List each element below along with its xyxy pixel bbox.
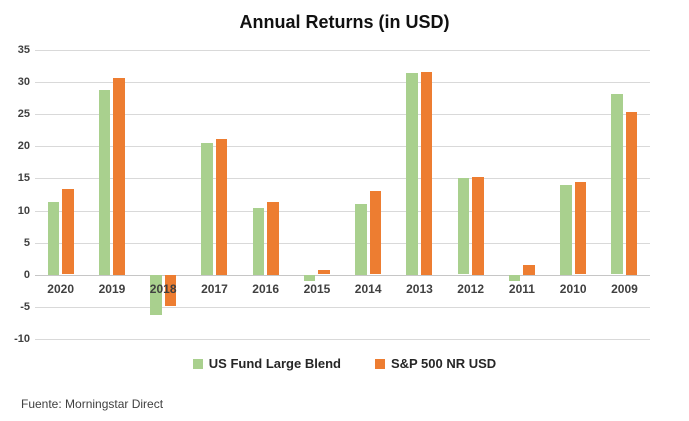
bar-s-p-500-nr-usd-2019 bbox=[113, 78, 125, 275]
bar-us-fund-large-blend-2013 bbox=[406, 73, 418, 275]
x-tick-label-2016: 2016 bbox=[252, 282, 279, 296]
x-tick-label-2018: 2018 bbox=[149, 282, 177, 296]
bar-us-fund-large-blend-2009 bbox=[611, 94, 623, 274]
y-tick-label-5: 5 bbox=[23, 237, 30, 249]
bar-us-fund-large-blend-2010 bbox=[560, 185, 572, 275]
chart-title: Annual Returns (in USD) bbox=[239, 12, 450, 32]
bar-s-p-500-nr-usd-2016 bbox=[267, 202, 279, 275]
bar-us-fund-large-blend-2012 bbox=[457, 178, 470, 274]
gridline-y-5 bbox=[35, 243, 650, 244]
y-tick-label-25: 25 bbox=[17, 108, 30, 120]
x-tick-label-2013: 2013 bbox=[406, 282, 433, 296]
y-tick-label-0: 0 bbox=[23, 269, 30, 281]
gridline-y-35 bbox=[35, 50, 650, 51]
y-tick-label-30: 30 bbox=[17, 76, 30, 88]
y-tick-label-35: 35 bbox=[17, 44, 30, 56]
legend-label: S&P 500 NR USD bbox=[390, 356, 497, 371]
legend-swatch-icon bbox=[192, 358, 203, 369]
bar-s-p-500-nr-usd-2018 bbox=[164, 275, 177, 306]
y-tick-label-20: 20 bbox=[17, 140, 30, 152]
x-axis-line bbox=[35, 275, 650, 276]
bar-s-p-500-nr-usd-2012 bbox=[472, 177, 484, 275]
bar-s-p-500-nr-usd-2010 bbox=[574, 182, 587, 274]
bar-s-p-500-nr-usd-2020 bbox=[62, 189, 74, 274]
x-tick-label-2020: 2020 bbox=[47, 282, 74, 296]
y-tick-label--10: -10 bbox=[14, 333, 30, 345]
x-tick-label-2017: 2017 bbox=[201, 282, 228, 296]
bar-us-fund-large-blend-2018 bbox=[150, 275, 162, 315]
bar-s-p-500-nr-usd-2015 bbox=[318, 270, 330, 274]
x-tick-label-2010: 2010 bbox=[559, 282, 587, 296]
gridline-y--10 bbox=[35, 339, 650, 340]
gridline-y-20 bbox=[35, 146, 650, 147]
bar-s-p-500-nr-usd-2011 bbox=[523, 265, 535, 275]
bar-us-fund-large-blend-2019 bbox=[98, 90, 111, 275]
legend-item-s-p-500-nr-usd: S&P 500 NR USD bbox=[374, 356, 497, 371]
bar-s-p-500-nr-usd-2014 bbox=[369, 191, 382, 274]
bar-s-p-500-nr-usd-2017 bbox=[215, 139, 228, 275]
x-tick-label-2015: 2015 bbox=[303, 282, 331, 296]
bar-us-fund-large-blend-2015 bbox=[303, 275, 316, 281]
bar-us-fund-large-blend-2016 bbox=[252, 208, 265, 275]
legend-swatch-icon bbox=[374, 358, 385, 369]
bar-us-fund-large-blend-2017 bbox=[201, 143, 213, 275]
x-tick-label-2019: 2019 bbox=[98, 282, 126, 296]
gridline-y-10 bbox=[35, 211, 650, 212]
bar-us-fund-large-blend-2020 bbox=[47, 202, 60, 275]
x-tick-label-2012: 2012 bbox=[457, 282, 484, 296]
gridline-y-15 bbox=[35, 178, 650, 179]
x-tick-label-2014: 2014 bbox=[354, 282, 382, 296]
source-note: Fuente: Morningstar Direct bbox=[21, 397, 164, 411]
legend-item-us-fund-large-blend: US Fund Large Blend bbox=[192, 356, 341, 371]
x-tick-label-2009: 2009 bbox=[611, 282, 638, 296]
y-tick-label--5: -5 bbox=[20, 301, 30, 313]
bar-s-p-500-nr-usd-2009 bbox=[625, 112, 638, 275]
x-tick-label-2011: 2011 bbox=[508, 282, 535, 296]
bar-us-fund-large-blend-2011 bbox=[508, 275, 521, 281]
bar-s-p-500-nr-usd-2013 bbox=[420, 72, 433, 275]
y-tick-label-10: 10 bbox=[17, 205, 30, 217]
gridline-y-30 bbox=[35, 82, 650, 83]
chart-legend: US Fund Large Blend S&P 500 NR USD bbox=[0, 356, 689, 371]
legend-label: US Fund Large Blend bbox=[208, 356, 341, 371]
gridline-y--5 bbox=[35, 307, 650, 308]
y-tick-label-15: 15 bbox=[17, 172, 30, 184]
gridline-y-25 bbox=[35, 114, 650, 115]
bar-us-fund-large-blend-2014 bbox=[355, 204, 367, 275]
